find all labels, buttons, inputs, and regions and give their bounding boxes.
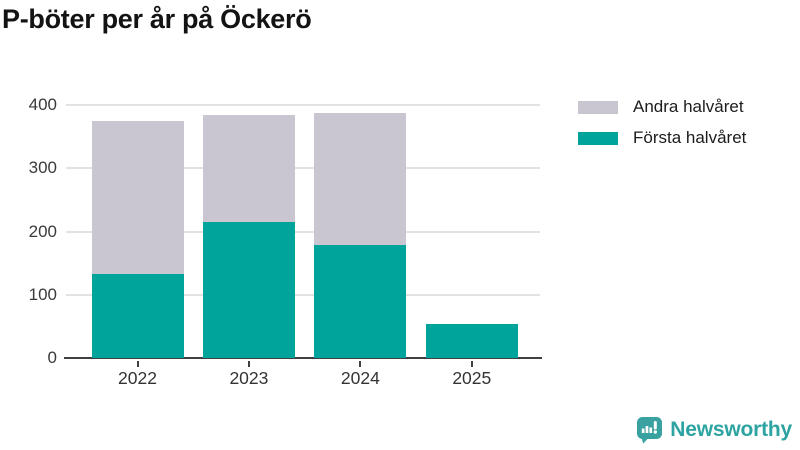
legend: Andra halvåret Första halvåret (578, 97, 746, 159)
x-axis-tick-label: 2024 (340, 368, 380, 388)
bar-segment (91, 273, 184, 358)
newsworthy-icon (637, 417, 663, 444)
newsworthy-wordmark: Newsworthy (670, 418, 792, 441)
x-axis-tick-label: 2023 (229, 368, 269, 388)
legend-swatch (578, 131, 618, 145)
bar-segment (425, 324, 518, 358)
newsworthy-logo: Newsworthy (636, 416, 792, 444)
x-axis-tick (247, 360, 250, 367)
legend-swatch (578, 100, 618, 114)
x-axis: 2022 2023 2024 2025 (66, 367, 540, 391)
y-axis-tick-label: 200 (28, 221, 57, 241)
x-axis-tick-label: 2025 (452, 368, 492, 388)
legend-label: Andra halvåret (633, 97, 744, 116)
x-axis-tick (359, 360, 362, 367)
y-axis-tick-label: 300 (28, 158, 57, 178)
chart-title: P-böter per år på Öckerö (2, 4, 312, 34)
x-axis-tick (136, 360, 139, 367)
gridline (66, 104, 540, 106)
y-axis-tick-label: 0 (47, 348, 57, 367)
bar-segment (314, 245, 407, 358)
bar-segment (91, 120, 184, 274)
y-axis: 0 100 200 300 400 (0, 95, 57, 367)
legend-item: Andra halvåret (578, 97, 746, 117)
plot-area (64, 104, 542, 367)
legend-label: Första halvåret (633, 128, 747, 147)
bar-segment (202, 114, 295, 223)
legend-item: Första halvåret (578, 128, 746, 148)
bar-segment (202, 222, 295, 358)
y-axis-tick-label: 400 (28, 95, 57, 114)
x-axis-tick (470, 360, 473, 367)
gridline (66, 230, 540, 233)
bar-segment (314, 112, 407, 246)
y-axis-tick-label: 100 (28, 284, 57, 304)
x-axis-tick-label: 2022 (118, 368, 157, 388)
gridline (66, 167, 540, 170)
gridline (66, 293, 540, 296)
x-axis-line (64, 356, 542, 359)
